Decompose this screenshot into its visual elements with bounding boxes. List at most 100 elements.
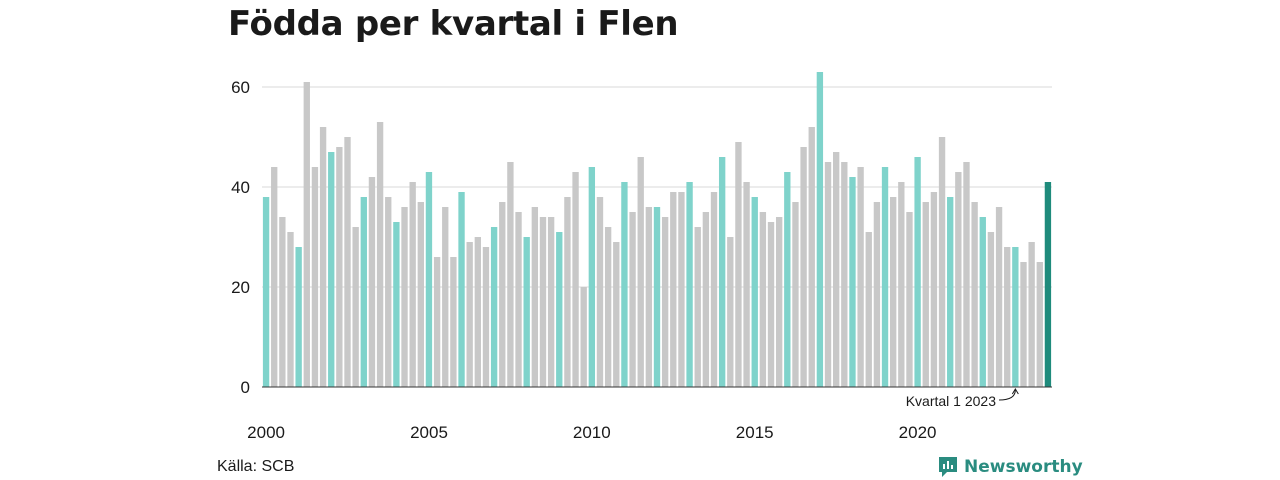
bar	[458, 192, 465, 387]
bar	[914, 157, 921, 387]
bar	[808, 127, 815, 387]
bar	[376, 122, 384, 387]
bar	[841, 162, 848, 387]
bar	[425, 172, 433, 387]
bar	[450, 257, 457, 387]
bar	[938, 137, 946, 387]
bar	[898, 182, 905, 387]
bar	[849, 177, 856, 387]
bar	[678, 192, 685, 387]
bar	[987, 232, 995, 387]
bar	[637, 157, 644, 387]
bar	[670, 192, 677, 387]
bar	[792, 202, 799, 387]
x-tick-label: 2000	[247, 423, 285, 442]
bar	[621, 182, 628, 387]
bar	[735, 142, 742, 387]
bar	[336, 147, 343, 387]
brand-logo: Newsworthy	[938, 456, 1083, 478]
bar	[824, 162, 832, 387]
bar	[311, 167, 319, 387]
bar	[930, 192, 938, 387]
bar	[702, 212, 710, 387]
bar	[271, 167, 278, 387]
source-label: Källa: SCB	[217, 458, 295, 475]
bar	[767, 222, 775, 387]
bar	[661, 217, 669, 387]
bar	[499, 202, 506, 387]
bars	[262, 72, 1052, 387]
annotation-label: Kvartal 1 2023	[906, 393, 996, 409]
bar	[539, 217, 547, 387]
bar	[295, 247, 302, 387]
x-tick-label: 2020	[899, 423, 937, 442]
bar	[1028, 242, 1035, 387]
bar	[743, 182, 750, 387]
bar	[360, 197, 367, 387]
bar	[442, 207, 449, 387]
bar	[319, 127, 327, 387]
bar	[523, 237, 530, 387]
bar	[971, 202, 978, 387]
y-axis-ticks: 0 20 40 60	[231, 78, 250, 397]
bar	[1020, 262, 1027, 387]
bar	[409, 182, 416, 387]
bar	[686, 182, 693, 387]
bar	[303, 82, 310, 387]
bar	[881, 167, 889, 387]
bar	[344, 137, 351, 387]
bar	[816, 72, 824, 387]
y-tick-label: 40	[231, 178, 250, 197]
bar	[368, 177, 376, 387]
bar	[262, 197, 270, 387]
bar	[572, 172, 579, 387]
brand-name: Newsworthy	[964, 457, 1083, 477]
bar	[596, 197, 604, 387]
bar	[604, 227, 612, 387]
newsworthy-icon	[939, 457, 957, 477]
bar	[482, 247, 490, 387]
bar	[507, 162, 514, 387]
bar	[890, 197, 897, 387]
bar	[466, 242, 473, 387]
x-tick-label: 2015	[736, 423, 774, 442]
x-axis-ticks: 2000 2005 2010 2015 2020	[247, 423, 936, 442]
bar	[653, 207, 661, 387]
y-tick-label: 60	[231, 78, 250, 97]
bar	[385, 197, 392, 387]
bar	[995, 207, 1003, 387]
x-tick-label: 2010	[573, 423, 611, 442]
bar	[784, 172, 791, 387]
bar	[393, 222, 400, 387]
chart-title: Födda per kvartal i Flen	[228, 4, 679, 44]
y-tick-label: 0	[241, 378, 250, 397]
bar	[328, 152, 335, 387]
bar	[865, 232, 872, 387]
bar	[556, 232, 563, 387]
bar	[417, 202, 424, 387]
bar	[979, 217, 986, 387]
annotation-group: Kvartal 1 2023	[906, 388, 1019, 409]
bar	[531, 207, 539, 387]
bar	[645, 207, 653, 387]
bar	[751, 197, 758, 387]
bar	[564, 197, 571, 387]
bar	[1012, 247, 1019, 387]
bar	[694, 227, 701, 387]
bar	[922, 202, 929, 387]
bar	[906, 212, 913, 387]
bar	[947, 197, 954, 387]
bar	[580, 287, 587, 387]
bar	[955, 172, 962, 387]
annotation-arrow	[998, 388, 1019, 401]
bar	[474, 237, 481, 387]
bar	[547, 217, 555, 387]
bar	[401, 207, 408, 387]
bar	[433, 257, 441, 387]
bar	[613, 242, 620, 387]
x-tick-label: 2005	[410, 423, 448, 442]
bar	[727, 237, 734, 387]
y-tick-label: 20	[231, 278, 250, 297]
bar	[1004, 247, 1011, 387]
